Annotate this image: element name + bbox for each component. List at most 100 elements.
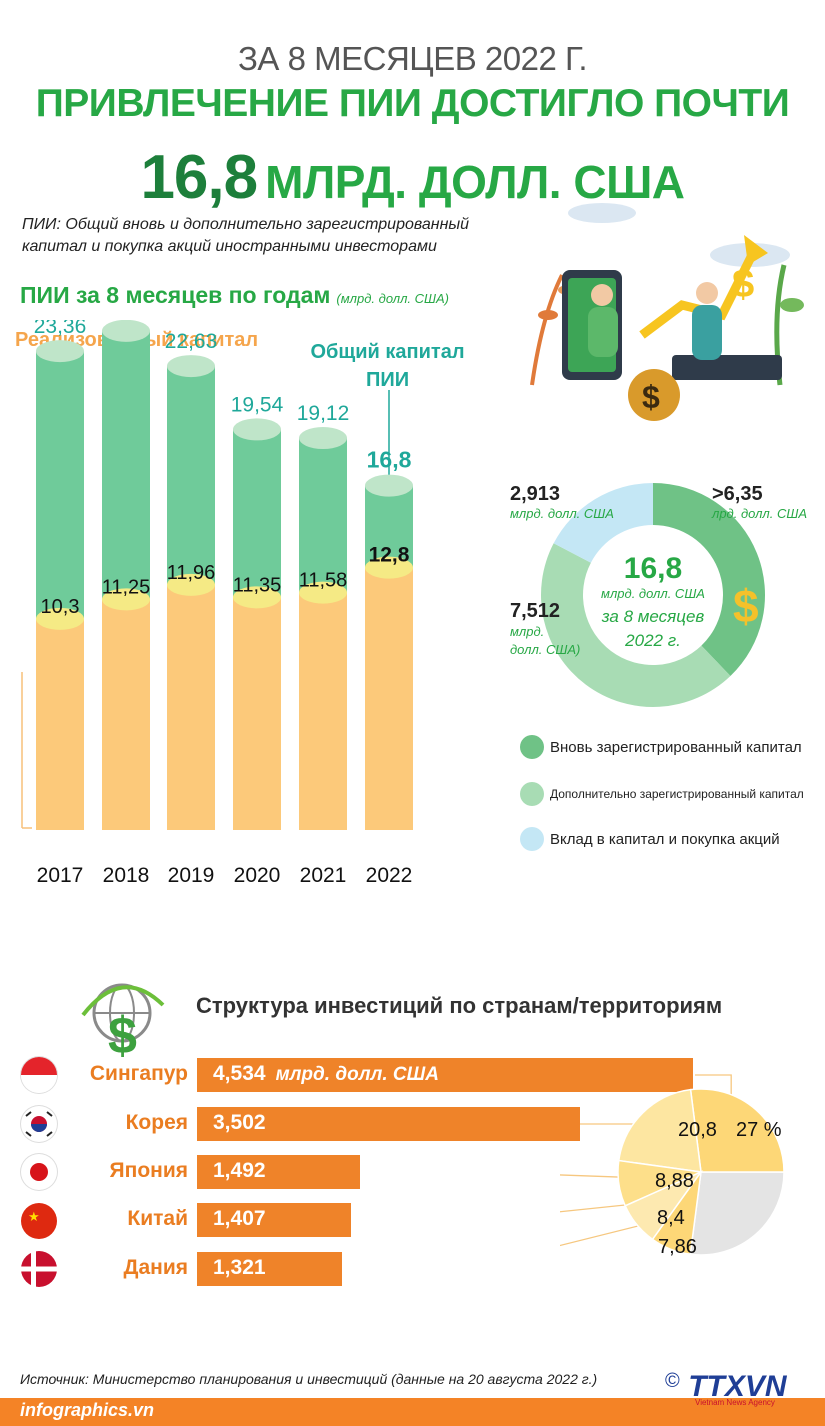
legend-swatch	[520, 735, 544, 759]
year-tick-label: 2020	[234, 864, 281, 887]
total-bar-cap	[36, 340, 84, 363]
realized-value-label: 11,96	[167, 562, 216, 584]
donut-slice	[653, 483, 765, 676]
slice-label-new: >6,35	[712, 483, 763, 505]
country-name: Корея	[125, 1111, 188, 1134]
country-value: 4,534 млрд. долл. США	[213, 1062, 439, 1085]
slice-label-shares: 2,913	[510, 483, 560, 505]
share-label: 7,86	[658, 1236, 697, 1258]
total-bar-cap	[167, 355, 215, 378]
realized-bar-cap	[365, 556, 413, 579]
year-tick-label: 2017	[37, 864, 84, 887]
country-value-unit: млрд. долл. США	[275, 1064, 439, 1085]
legend-item-additional: Дополнительно зарегистрированный капитал	[520, 782, 804, 806]
logo-name: TTXVN	[688, 1370, 787, 1403]
legend-label: Вклад в капитал и покупка акций	[550, 830, 780, 848]
share-labels: 27 % 20,8 8,88 8,4 7,86	[655, 1119, 782, 1258]
japan-flag-icon	[21, 1154, 57, 1190]
copyright-symbol: ©	[665, 1370, 680, 1392]
country-bar: 1,492	[197, 1155, 360, 1189]
total-capital-label: Общий капитал ПИИ	[310, 341, 465, 391]
definition-text: ПИИ: Общий вновь и дополнительно зарегис…	[22, 216, 470, 255]
realized-bar-cap	[102, 588, 150, 611]
share-slice	[617, 1088, 702, 1173]
svg-text:$: $	[642, 379, 660, 415]
country-value: 1,321	[213, 1256, 266, 1279]
site-link[interactable]: infographics.vn	[20, 1400, 155, 1420]
year-tick-label: 2018	[103, 864, 150, 887]
year-tick-label: 2021	[300, 864, 347, 887]
share-label: 8,88	[655, 1170, 694, 1192]
realized-value-label: 10,3	[41, 596, 80, 618]
total-value-label: 16,8	[367, 447, 412, 473]
total-value-label: 22,63	[165, 330, 218, 353]
country-bar: 4,534 млрд. долл. США	[197, 1058, 693, 1092]
realized-value-label: 11,25	[102, 576, 151, 598]
total-bar-cap	[299, 427, 347, 450]
slice-unit-new: лрд. долл. США	[711, 506, 807, 521]
donut-slice	[553, 483, 653, 563]
share-label: 8,4	[657, 1207, 685, 1229]
realized-bar	[36, 618, 84, 830]
legend-label: Вновь зарегистрированный капитал	[550, 738, 802, 756]
slice-unit-shares: млрд. долл. США	[510, 506, 614, 521]
slice-label-additional: 7,512	[510, 600, 560, 622]
legend-label: Дополнительно зарегистрированный капитал	[550, 787, 804, 801]
svg-text:$: $	[108, 1007, 137, 1060]
connector-line	[560, 1171, 656, 1180]
donut-center-value: 16,8	[624, 552, 682, 585]
donut-slices	[541, 483, 765, 707]
realized-bar-cap	[36, 607, 84, 630]
realized-bar-cap	[167, 573, 215, 596]
total-value-label: 19,54	[231, 393, 284, 416]
singapore-flag-icon	[21, 1057, 57, 1093]
headline: ПРИВЛЕЧЕНИЕ ПИИ ДОСТИГЛО ПОЧТИ	[35, 82, 790, 125]
china-flag-icon: ★	[21, 1203, 57, 1239]
ttxvn-logo: © TTXVN Vietnam News Agency	[665, 1370, 787, 1407]
headline-number: 16,8	[140, 143, 258, 212]
country-bar: 1,321	[197, 1252, 342, 1286]
share-slice	[651, 1171, 702, 1256]
total-bar-cap	[365, 474, 413, 497]
svg-text:$: $	[732, 262, 754, 306]
legend-item-shares: Вклад в капитал и покупка акций	[520, 827, 780, 851]
realized-value-label: 11,58	[299, 570, 348, 592]
realized-value-label: 12,8	[369, 544, 410, 567]
yearly-cylinder-chart: 23,3610,3201724,3511,25201822,6311,96201…	[21, 320, 413, 887]
total-bar-cap	[102, 320, 150, 342]
realized-bar	[299, 592, 347, 830]
chart-title: ПИИ за 8 месяцев по годам (млрд. долл. СШ…	[20, 282, 449, 309]
year-tick-label: 2022	[366, 864, 413, 887]
realized-bar	[365, 567, 413, 830]
chart-title-text: ПИИ за 8 месяцев по годам	[20, 282, 331, 308]
share-slice-other	[689, 1171, 785, 1256]
realized-bar	[167, 584, 215, 830]
headline-amount: 16,8 МЛРД. ДОЛЛ. США	[0, 142, 825, 213]
share-label: 27 %	[736, 1119, 782, 1141]
country-value: 3,502	[213, 1111, 266, 1134]
country-value: 1,492	[213, 1159, 266, 1182]
country-bar: 1,407	[197, 1203, 351, 1237]
cylinders: 23,3610,3201724,3511,25201822,6311,96201…	[34, 320, 413, 887]
legend-swatch	[520, 827, 544, 851]
country-name: Китай	[127, 1207, 188, 1230]
super-title: ЗА 8 МЕСЯЦЕВ 2022 Г.	[238, 40, 588, 77]
legend-item-new: Вновь зарегистрированный капитал	[520, 735, 802, 759]
svg-text:★: ★	[28, 1210, 40, 1225]
source-note: Источник: Министерство планирования и ин…	[20, 1371, 598, 1387]
share-label: 20,8	[678, 1119, 717, 1141]
country-bar: 3,502	[197, 1107, 580, 1141]
denmark-flag-icon	[21, 1251, 57, 1287]
realized-value-label: 11,35	[233, 574, 282, 596]
korea-flag-icon	[21, 1106, 57, 1142]
share-slices	[617, 1088, 785, 1256]
connector-line	[560, 1200, 666, 1222]
country-name: Сингапур	[89, 1062, 188, 1085]
donut-slice	[541, 543, 731, 707]
total-value-label: 23,36	[34, 320, 87, 338]
total-value-label: 19,12	[297, 402, 350, 425]
total-bar-cap	[233, 418, 281, 441]
connector-line	[560, 1213, 685, 1271]
country-name: Дания	[123, 1256, 189, 1279]
country-value: 1,407	[213, 1207, 266, 1230]
